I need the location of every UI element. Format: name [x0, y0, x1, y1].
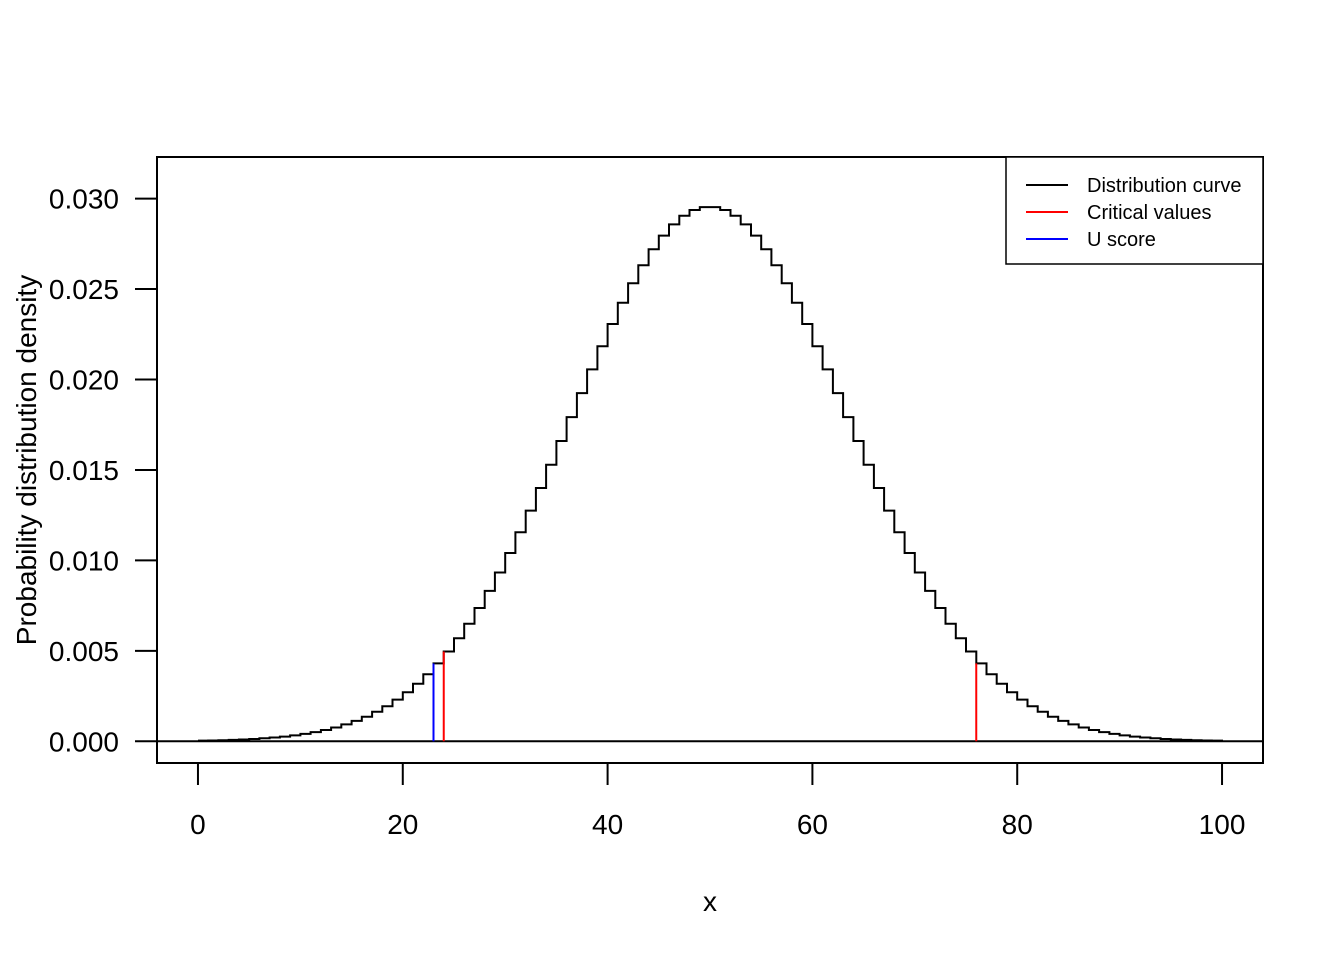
legend-label: Critical values — [1087, 202, 1211, 224]
y-axis-title: Probability distribution density — [11, 275, 42, 645]
legend-label: Distribution curve — [1087, 175, 1242, 197]
plot-frame — [156, 156, 1264, 764]
y-axis: 0.000 0.005 0.010 0.015 0.020 0.025 0.030 — [49, 184, 157, 757]
x-axis-title: x — [703, 886, 717, 917]
y-tick-label: 0.010 — [49, 545, 119, 576]
y-tick-label: 0.020 — [49, 365, 119, 396]
x-tick-label: 80 — [1002, 809, 1033, 840]
x-tick-label: 0 — [190, 809, 206, 840]
legend: Distribution curve Critical values U score — [1005, 156, 1264, 265]
legend-box — [1005, 156, 1264, 265]
y-tick-label: 0.000 — [49, 726, 119, 757]
x-axis: 0 20 40 60 80 100 — [190, 763, 1245, 840]
x-tick-label: 60 — [797, 809, 828, 840]
plot-area — [157, 206, 1263, 743]
x-tick-label: 20 — [387, 809, 418, 840]
x-tick-label: 100 — [1199, 809, 1246, 840]
y-tick-label: 0.025 — [49, 274, 119, 305]
legend-label: U score — [1087, 229, 1156, 251]
x-tick-label: 40 — [592, 809, 623, 840]
y-tick-label: 0.005 — [49, 636, 119, 667]
distribution-curve — [198, 206, 1223, 742]
y-tick-label: 0.030 — [49, 184, 119, 215]
y-tick-label: 0.015 — [49, 455, 119, 486]
